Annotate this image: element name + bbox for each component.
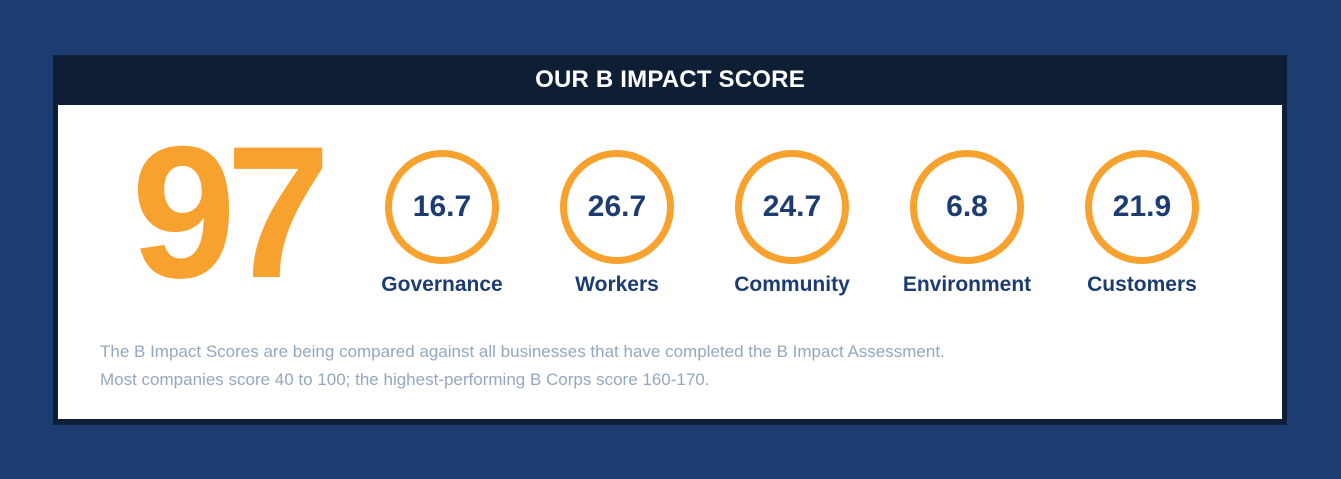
metric-community: 24.7 Community (712, 150, 872, 297)
metric-workers: 26.7 Workers (537, 150, 697, 297)
score-ring: 24.7 (735, 150, 849, 264)
score-panel: 97 16.7 Governance 26.7 Workers 24.7 Com… (58, 105, 1282, 419)
metric-label: Governance (381, 273, 503, 296)
metric-value: 26.7 (587, 190, 647, 223)
total-score: 97 (131, 107, 330, 317)
footnote: The B Impact Scores are being compared a… (100, 338, 945, 394)
metric-environment: 6.8 Environment (887, 150, 1047, 297)
metric-label: Environment (902, 273, 1032, 296)
score-ring: 26.7 (560, 150, 674, 264)
footnote-line-1: The B Impact Scores are being compared a… (100, 342, 945, 361)
footnote-line-2: Most companies score 40 to 100; the high… (100, 370, 710, 389)
score-ring: 6.8 (910, 150, 1024, 264)
metric-value: 16.7 (412, 190, 472, 223)
metric-value: 6.8 (946, 190, 988, 223)
score-ring: 21.9 (1085, 150, 1199, 264)
metric-label: Community (734, 273, 850, 296)
metric-value: 24.7 (762, 190, 822, 223)
card-title: OUR B IMPACT SCORE (535, 66, 805, 93)
metric-customers: 21.9 Customers (1062, 150, 1222, 297)
metric-label: Workers (575, 273, 659, 296)
score-ring: 16.7 (385, 150, 499, 264)
metric-label: Customers (1087, 273, 1197, 296)
card-header: OUR B IMPACT SCORE (53, 55, 1287, 105)
impact-score-card: OUR B IMPACT SCORE 97 16.7 Governance 26… (53, 55, 1287, 425)
metric-governance: 16.7 Governance (362, 150, 522, 297)
metric-value: 21.9 (1112, 190, 1172, 223)
